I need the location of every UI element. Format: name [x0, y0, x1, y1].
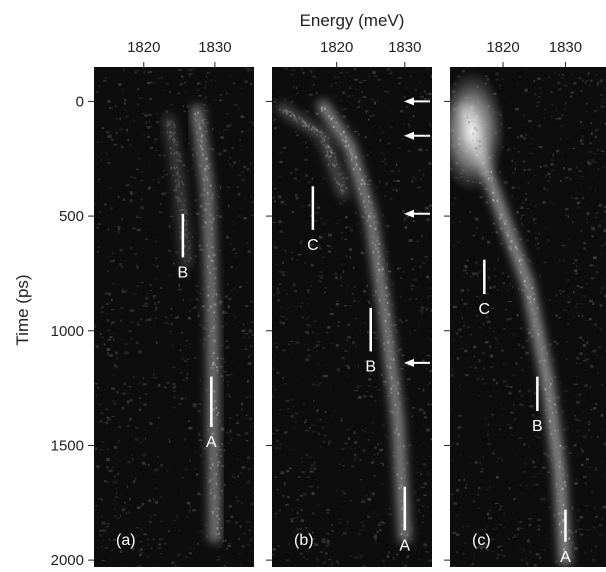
x-tick-label: 1830 [198, 39, 231, 56]
marker-label-B: B [178, 264, 189, 281]
panel-0: 1820 1830 0 500 1000 1500 2000 B A (a) [51, 39, 258, 567]
x-tick-label: 1830 [549, 39, 582, 56]
x-tick-label: 1820 [320, 39, 353, 56]
time-axis-title: Time (ps) [13, 274, 32, 345]
x-tick-label: 1820 [127, 39, 160, 56]
panel-label: (a) [116, 532, 136, 549]
panel-2: 1820 1830 C B A (c) [438, 39, 606, 567]
y-tick-label: 2000 [51, 552, 84, 567]
y-tick-label: 1000 [51, 323, 84, 340]
marker-label-C: C [307, 237, 319, 254]
marker-label-A: A [399, 537, 410, 554]
y-tick-label: 1500 [51, 437, 84, 454]
marker-label-B: B [365, 358, 376, 375]
marker-label-B: B [532, 418, 543, 435]
panels-group: 1820 1830 0 500 1000 1500 2000 B A (a) 1820 1830 C B A… [51, 39, 606, 567]
marker-label-A: A [560, 549, 571, 566]
y-tick-label: 0 [76, 93, 84, 110]
marker-label-A: A [206, 434, 217, 451]
panel-label: (c) [472, 532, 491, 549]
energy-axis-title: Energy (meV) [300, 11, 405, 30]
x-tick-label: 1820 [486, 39, 519, 56]
panel-label: (b) [294, 532, 314, 549]
x-tick-label: 1830 [388, 39, 421, 56]
marker-label-C: C [479, 301, 491, 318]
panel-1: 1820 1830 C B A (b) [266, 39, 436, 567]
y-tick-label: 500 [59, 208, 84, 225]
